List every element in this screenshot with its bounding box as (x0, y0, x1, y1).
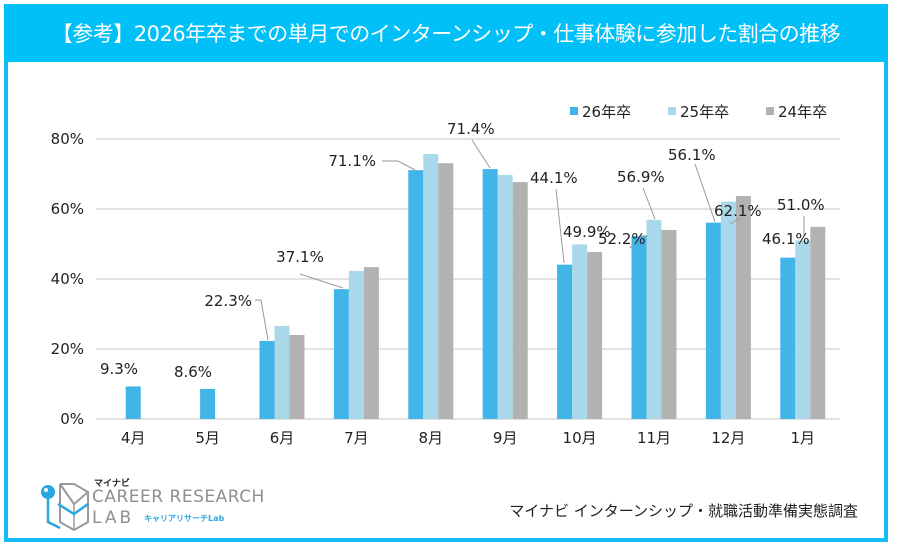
bar-26年卒 (482, 169, 498, 419)
x-tick-label: 12月 (711, 429, 745, 447)
bar-24年卒 (363, 267, 379, 419)
bars (125, 154, 826, 420)
bar-25年卒 (646, 219, 662, 419)
bar-26年卒 (631, 236, 647, 419)
x-axis-ticks: 4月 5月 6月 7月 8月 9月 10月 11月 12月 1月 (121, 429, 815, 447)
bar-25年卒 (423, 154, 439, 420)
bar-25年卒 (497, 175, 513, 419)
logo-subtitle: キャリアリサーチLab (144, 514, 225, 523)
leader-line (255, 299, 269, 341)
legend: 26年卒 25年卒 24年卒 (570, 103, 827, 121)
bar-25年卒 (720, 201, 736, 419)
x-tick-label: 9月 (493, 429, 518, 447)
data-label-26年卒: 44.1% (530, 169, 578, 187)
x-tick-label: 7月 (344, 429, 369, 447)
data-label-26年卒: 37.1% (276, 248, 324, 266)
legend-label: 24年卒 (778, 103, 827, 121)
bar-25年卒 (572, 244, 588, 419)
data-label-25年卒: 56.9% (617, 168, 665, 186)
bar-26年卒 (200, 388, 216, 419)
data-label-26年卒: 46.1% (762, 230, 810, 248)
y-tick-label: 80% (51, 130, 84, 148)
leader-line (299, 273, 344, 289)
data-label-26年卒: 56.1% (668, 146, 716, 164)
source-note: マイナビ インターンシップ・就職活動準備実態調査 (509, 502, 858, 520)
bar-24年卒 (661, 230, 677, 419)
data-labels: 9.3% 8.6% 22.3% 37.1% 71.1% 71.4% 44.1% 52.2% 56… (100, 120, 825, 381)
bar-24年卒 (512, 182, 528, 419)
data-label-25年卒: 62.1% (714, 202, 762, 220)
leader-line (555, 188, 565, 264)
bar-25年卒 (274, 325, 290, 419)
bar-26年卒 (557, 264, 573, 419)
x-tick-label: 8月 (419, 429, 444, 447)
legend-label: 25年卒 (680, 103, 729, 121)
bar-24年卒 (438, 163, 454, 419)
bar-25年卒 (348, 270, 364, 419)
bar-24年卒 (735, 196, 751, 419)
x-tick-label: 11月 (637, 429, 671, 447)
data-label-26年卒: 52.2% (598, 230, 646, 248)
x-tick-label: 10月 (563, 429, 597, 447)
data-label-26年卒: 71.4% (447, 120, 495, 138)
chart-title: 【参考】2026年卒までの単月でのインターンシップ・仕事体験に参加した割合の推移 (51, 22, 841, 46)
lab-cube-icon (41, 483, 89, 532)
bar-24年卒 (289, 335, 305, 419)
x-tick-label: 5月 (195, 429, 220, 447)
y-tick-label: 40% (51, 270, 84, 288)
leader-line (471, 139, 491, 169)
bar-26年卒 (705, 222, 721, 419)
bar-26年卒 (408, 170, 424, 419)
logo-line2: LAB (92, 508, 135, 528)
y-axis-ticks: 0% 20% 40% 60% 80% (51, 130, 84, 428)
title-bar: 【参考】2026年卒までの単月でのインターンシップ・仕事体験に参加した割合の推移 (4, 4, 888, 62)
y-tick-label: 60% (51, 200, 84, 218)
legend-swatch-24年卒 (766, 107, 774, 115)
bar-26年卒 (780, 257, 796, 419)
legend-label: 26年卒 (582, 103, 631, 121)
career-research-lab-logo: マイナビ CAREER RESEARCH LAB キャリアリサーチLab (36, 474, 276, 534)
bar-26年卒 (333, 289, 349, 419)
y-tick-label: 0% (60, 410, 84, 428)
leader-line (694, 163, 716, 223)
data-label-25年卒: 49.9% (563, 223, 611, 241)
data-label-26年卒: 9.3% (100, 360, 138, 378)
x-tick-label: 4月 (121, 429, 146, 447)
bar-26年卒 (125, 386, 141, 419)
bar-24年卒 (587, 252, 603, 419)
logo-brand-small: マイナビ (94, 479, 130, 489)
x-tick-label: 1月 (791, 429, 816, 447)
data-label-26年卒: 8.6% (174, 363, 212, 381)
leader-lines (255, 139, 805, 341)
data-label-26年卒: 71.1% (328, 152, 376, 170)
legend-swatch-25年卒 (668, 107, 676, 115)
logo-line1: CAREER RESEARCH (92, 487, 265, 507)
legend-swatch-26年卒 (570, 107, 578, 115)
leader-line (642, 187, 656, 220)
y-tick-label: 20% (51, 340, 84, 358)
data-label-25年卒: 51.0% (777, 196, 825, 214)
leader-line (382, 160, 416, 171)
bar-26年卒 (259, 340, 275, 419)
bar-24年卒 (810, 226, 826, 419)
x-tick-label: 6月 (270, 429, 295, 447)
bar-25年卒 (795, 240, 811, 419)
leader-line (629, 235, 648, 249)
leader-line (729, 217, 741, 225)
data-label-26年卒: 22.3% (204, 292, 252, 310)
